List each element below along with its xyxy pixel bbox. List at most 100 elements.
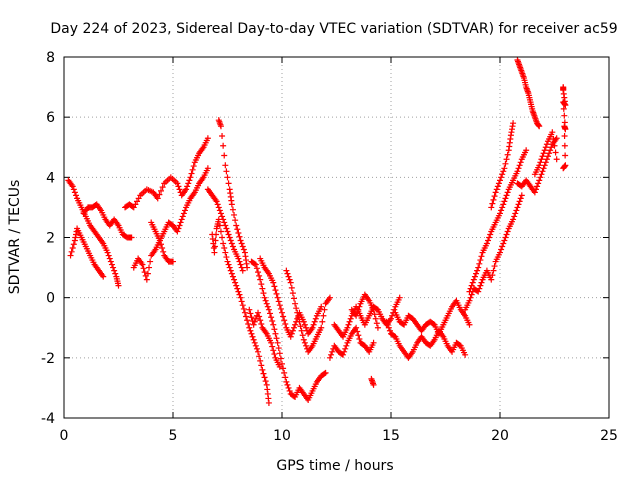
data-point (156, 191, 163, 198)
data-point (539, 153, 546, 160)
data-point (347, 315, 354, 322)
data-point (297, 323, 304, 330)
plot-frame (63, 56, 610, 419)
data-point (276, 302, 283, 309)
data-point (219, 213, 226, 220)
data-point (542, 159, 549, 166)
chart-title: Day 224 of 2023, Sidereal Day-to-day VTE… (50, 21, 617, 37)
series-track-x (514, 135, 560, 196)
data-point (262, 378, 269, 385)
data-point (277, 305, 284, 312)
data-point (225, 231, 232, 238)
data-point (220, 142, 227, 149)
data-point (319, 318, 326, 325)
data-point (108, 261, 115, 268)
data-point (112, 270, 119, 277)
data-point (237, 237, 244, 244)
data-point (504, 151, 511, 158)
data-point (502, 195, 509, 202)
data-point (238, 240, 245, 247)
data-point (475, 288, 482, 295)
data-point (468, 282, 475, 289)
data-point (158, 187, 165, 194)
data-point (282, 374, 289, 381)
series-track-e (130, 165, 211, 283)
data-point (475, 264, 482, 271)
data-point (215, 216, 222, 223)
data-point (499, 243, 506, 250)
data-point (251, 260, 258, 267)
x-tick-label: 10 (273, 428, 291, 444)
data-point (247, 327, 254, 334)
data-point (240, 305, 247, 312)
data-point (544, 153, 551, 160)
data-point (548, 144, 555, 151)
data-point (229, 243, 236, 250)
data-point (251, 339, 258, 346)
data-point (321, 370, 328, 377)
data-point (510, 216, 517, 223)
data-point (143, 276, 150, 283)
data-point (514, 168, 521, 175)
data-point (485, 237, 492, 244)
data-point (498, 246, 505, 253)
data-point (132, 201, 139, 208)
data-point (373, 320, 380, 327)
y-tick-label: -2 (41, 351, 55, 367)
data-point (268, 314, 275, 321)
data-point (499, 171, 506, 178)
data-point (250, 321, 257, 328)
data-point (370, 339, 377, 346)
data-point (258, 281, 265, 288)
data-point (244, 317, 251, 324)
data-point (215, 204, 222, 211)
data-point (501, 237, 508, 244)
data-point (225, 261, 232, 268)
data-point (503, 192, 510, 199)
data-point (512, 210, 519, 217)
data-point (561, 123, 568, 130)
data-point (490, 196, 497, 203)
data-point (396, 294, 403, 301)
data-point (355, 332, 362, 339)
data-point (562, 152, 569, 159)
data-point (226, 264, 233, 271)
data-point (269, 343, 276, 350)
data-point (373, 305, 380, 312)
data-point (541, 147, 548, 154)
data-point (140, 265, 147, 272)
x-tick-label: 20 (491, 428, 509, 444)
data-point (239, 267, 246, 274)
data-point (174, 180, 181, 187)
data-point (70, 241, 77, 248)
data-point (495, 180, 502, 187)
data-point (261, 294, 268, 301)
data-point (234, 226, 241, 233)
data-point (560, 105, 567, 112)
data-point (328, 351, 335, 358)
data-point (541, 162, 548, 169)
data-point (211, 249, 218, 256)
data-point (515, 201, 522, 208)
data-point (279, 360, 285, 367)
data-point (517, 159, 524, 166)
data-point (256, 272, 263, 279)
y-tick-label: 6 (46, 110, 55, 126)
data-point (560, 99, 567, 106)
data-point (281, 317, 288, 324)
data-point (490, 267, 497, 274)
data-point (476, 285, 483, 292)
data-point (516, 162, 523, 169)
data-point (535, 180, 542, 187)
data-point (371, 311, 378, 318)
data-point (248, 314, 255, 321)
data-point (187, 174, 194, 181)
data-point (249, 333, 256, 340)
data-point (510, 120, 517, 127)
data-point (311, 318, 318, 325)
data-point (238, 264, 245, 271)
data-point (183, 186, 190, 193)
data-point (273, 335, 280, 342)
data-point (178, 216, 185, 223)
